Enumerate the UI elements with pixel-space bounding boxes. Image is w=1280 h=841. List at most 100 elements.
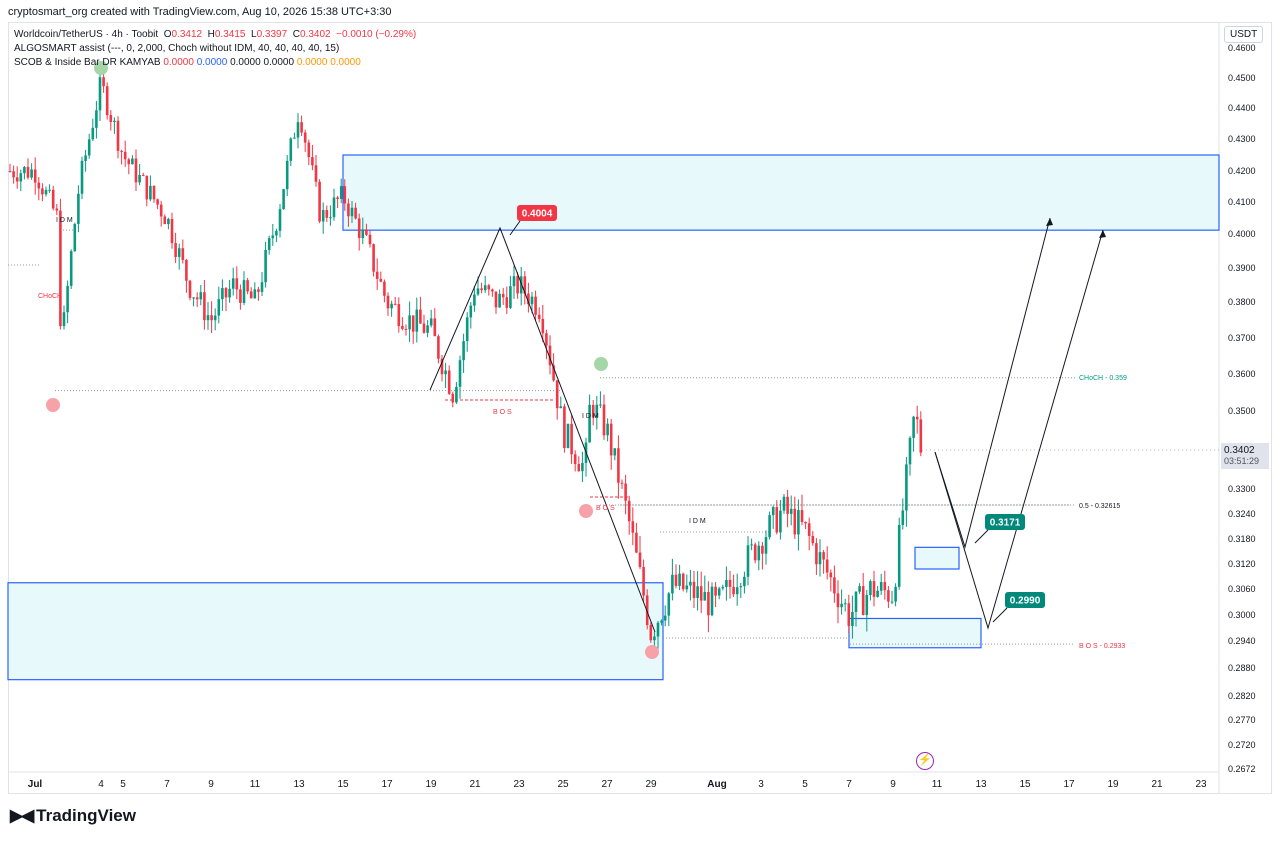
candle-body	[523, 276, 527, 294]
y-tick-label: 0.4500	[1228, 73, 1256, 83]
bos-label: B O S - 0.2933	[1079, 643, 1125, 650]
candle-body	[696, 586, 699, 598]
label-pointer	[992, 607, 1008, 623]
candle-body	[386, 295, 390, 309]
symbol-label[interactable]: Worldcoin/TetherUS · 4h · Toobit	[14, 29, 159, 40]
swing-marker	[94, 61, 108, 75]
candle-body	[275, 230, 278, 236]
candle-body	[678, 573, 681, 586]
candle-body	[221, 288, 224, 300]
candle-body	[757, 545, 761, 561]
x-tick-label: 19	[1107, 779, 1119, 790]
candle-body	[671, 574, 674, 594]
candle-body	[739, 586, 743, 588]
lightning-icon[interactable]: ⚡	[916, 752, 934, 770]
candle-body	[537, 314, 541, 319]
candle-body	[311, 157, 314, 166]
candle-body	[419, 309, 422, 324]
label-pointer	[509, 220, 521, 236]
y-tick-label: 0.3180	[1228, 534, 1256, 544]
candle-body	[818, 552, 822, 565]
candle-body	[372, 244, 375, 272]
candle-body	[919, 419, 923, 453]
bos-label: B O S	[596, 505, 615, 512]
tradingview-logo[interactable]: ▶◀ TradingView	[10, 806, 136, 826]
candle-body	[509, 286, 512, 308]
structure-line	[429, 226, 656, 633]
y-tick-label: 0.4600	[1228, 43, 1256, 53]
created-by-text: cryptosmart_org created with TradingView…	[8, 6, 392, 18]
candle-body	[44, 189, 48, 195]
candle-body	[822, 552, 825, 560]
chart-legend: Worldcoin/TetherUS · 4h · Toobit O0.3412…	[14, 28, 416, 70]
candle-body	[51, 189, 55, 209]
indicator-scob[interactable]: SCOB & Inside Bar DR KAMYAB 0.0000 0.000…	[14, 57, 361, 68]
candle-body	[494, 291, 498, 308]
idm-label: I D M	[582, 413, 599, 420]
indicator-algosmart[interactable]: ALGOSMART assist (---, 0, 2,000, Choch w…	[14, 43, 340, 54]
supply-demand-zone	[914, 546, 960, 570]
projection-path	[934, 229, 1104, 630]
brand-text: TradingView	[36, 806, 136, 825]
candle-body	[152, 185, 156, 200]
candle-body	[563, 406, 566, 449]
candle-body	[519, 276, 523, 294]
candle-body	[609, 423, 613, 456]
candle-body	[188, 280, 192, 298]
candle-body	[437, 336, 440, 359]
y-tick-label: 0.2720	[1228, 740, 1256, 750]
candle-body	[548, 345, 552, 366]
currency-selector[interactable]: USDT	[1224, 26, 1264, 43]
y-tick-label: 0.4000	[1228, 229, 1256, 239]
candle-body	[901, 510, 905, 525]
candle-body	[908, 437, 912, 465]
candle-body	[203, 292, 206, 321]
x-tick-label: 15	[337, 779, 349, 790]
candle-body	[307, 142, 311, 158]
candle-body	[401, 326, 404, 329]
x-tick-label: 29	[645, 779, 657, 790]
candle-body	[19, 173, 23, 182]
candle-body	[786, 496, 789, 514]
y-tick-label: 0.3120	[1228, 559, 1256, 569]
candle-body	[379, 278, 383, 282]
candle-body	[426, 325, 429, 333]
candle-body	[890, 601, 894, 603]
candle-body	[167, 218, 170, 225]
candle-body	[707, 591, 710, 616]
x-tick-label: 17	[1063, 779, 1075, 790]
x-tick-label: 5	[120, 779, 126, 790]
y-tick-label: 0.4200	[1228, 166, 1256, 176]
candle-body	[455, 386, 458, 403]
projection-arrowhead	[1099, 230, 1106, 238]
close-value: 0.3402	[299, 29, 331, 40]
x-tick-label: 21	[1151, 779, 1163, 790]
candle-body	[656, 622, 660, 637]
candle-body	[116, 120, 120, 151]
chart-frame	[8, 22, 1272, 794]
candle-body	[318, 181, 321, 222]
idm-label: I D M	[689, 518, 706, 525]
candle-body	[869, 581, 872, 595]
candle-body	[505, 297, 509, 308]
candle-body	[627, 500, 631, 522]
x-tick-label: 11	[250, 779, 261, 790]
candle-body	[588, 404, 591, 443]
candle-body	[296, 122, 300, 138]
candle-body	[861, 586, 865, 616]
candle-body	[555, 380, 559, 409]
candle-body	[264, 249, 267, 283]
candle-body	[383, 281, 386, 296]
bos-label: B O S	[493, 409, 512, 416]
candle-body	[228, 288, 231, 298]
entry1-price-label-bg	[985, 514, 1025, 530]
candle-body	[570, 423, 573, 455]
candle-body	[235, 278, 239, 290]
candle-body	[195, 297, 199, 300]
candle-body	[303, 132, 307, 143]
candle-body	[80, 160, 84, 194]
last-price-label: 0.3402 03:51:29	[1221, 443, 1269, 469]
candle-body	[314, 165, 318, 182]
candle-body	[55, 208, 59, 211]
